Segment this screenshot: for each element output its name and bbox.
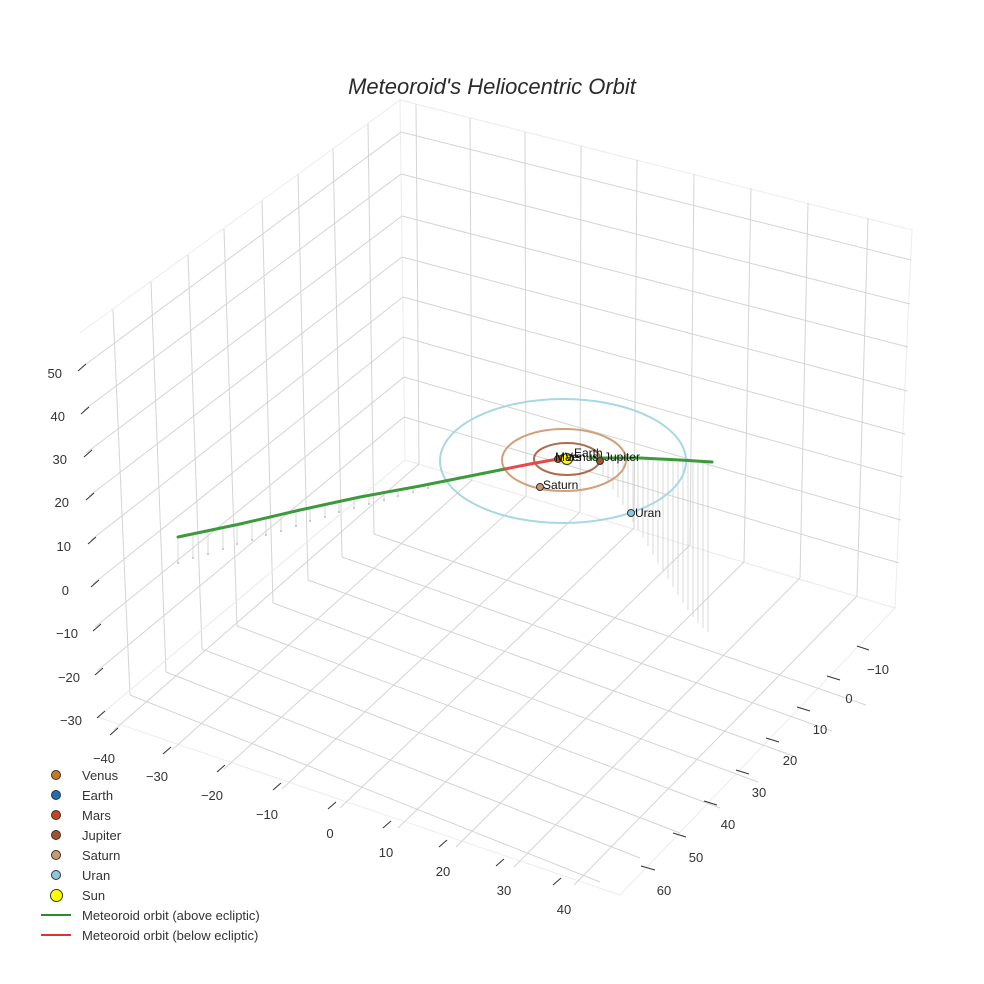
legend-item-mars[interactable]: Mars [36,805,260,825]
legend-item-uran[interactable]: Uran [36,865,260,885]
jupiter-label: Jupiter [604,450,640,464]
planet-labels: Mars Venus Earth Jupiter Saturn Uran [543,446,661,520]
legend-item-venus[interactable]: Venus [36,765,260,785]
y-tick-label: 40 [721,817,735,832]
axis-ticks [77,363,870,886]
sun-marker[interactable] [561,453,573,465]
green-line-icon [41,914,71,916]
jupiter-legend-icon [51,830,61,840]
grid-floor [97,459,896,896]
legend-label: Meteoroid orbit (below ecliptic) [82,927,259,943]
z-tick-label: 20 [55,495,69,510]
meteoroid-orbit [176,456,714,539]
x-tick-label: 10 [379,845,393,860]
mars-label: Mars [555,450,582,464]
y-tick-label: 20 [783,753,797,768]
uran-legend-icon [51,870,61,880]
legend-item-orbit-above[interactable]: Meteoroid orbit (above ecliptic) [36,905,260,925]
z-tick-label: 50 [48,366,62,381]
z-tick-label: 0 [62,583,69,598]
y-tick-label: 0 [845,691,852,706]
legend-label: Meteoroid orbit (above ecliptic) [82,907,260,923]
z-axis-labels: 50 40 30 20 10 0 −10 −20 −30 [48,366,82,728]
legend-item-orbit-below[interactable]: Meteoroid orbit (below ecliptic) [36,925,260,945]
drop-lines-left [177,481,444,563]
uran-label: Uran [635,506,661,520]
chart-title: Meteoroid's Heliocentric Orbit [348,74,636,99]
y-tick-label: 60 [657,883,671,898]
earth-label: Earth [574,446,603,460]
jupiter-marker[interactable] [596,457,604,465]
legend-label: Mars [82,807,111,823]
x-tick-label: 30 [497,883,511,898]
z-tick-label: 30 [53,452,67,467]
earth-legend-icon [51,790,61,800]
y-tick-label: 50 [689,850,703,865]
x-tick-label: −10 [256,807,278,822]
saturn-orbit [501,428,627,492]
y-tick-label: −10 [867,662,889,677]
uran-marker[interactable] [627,509,635,517]
z-tick-label: 40 [51,409,65,424]
z-tick-label: 10 [57,539,71,554]
x-tick-label: 20 [436,864,450,879]
legend-item-saturn[interactable]: Saturn [36,845,260,865]
planets [536,453,635,517]
y-tick-label: 30 [752,785,766,800]
meteoroid-orbit-above-left [176,467,507,539]
saturn-marker[interactable] [536,483,544,491]
saturn-label: Saturn [543,478,578,492]
x-axis-labels: −40 −30 −20 −10 0 10 20 30 40 [93,751,571,917]
legend-label: Sun [82,887,106,903]
meteoroid-orbit-above-right [588,456,714,464]
legend-label: Uran [82,867,111,883]
x-tick-label: −30 [146,769,168,784]
z-tick-label: −30 [60,713,82,728]
venus-label: Venus [565,450,598,464]
legend-label: Saturn [82,847,121,863]
legend-item-jupiter[interactable]: Jupiter [36,825,260,845]
z-tick-label: −10 [56,626,78,641]
legend-label: Jupiter [82,827,122,843]
y-axis-labels: −10 0 10 20 30 40 50 60 [657,662,889,898]
sun-legend-icon [49,888,63,902]
x-tick-label: −40 [93,751,115,766]
drop-lines-right [602,459,709,632]
x-tick-label: 40 [557,902,571,917]
meteoroid-orbit-below [503,457,560,471]
x-tick-label: 0 [326,826,333,841]
legend-item-earth[interactable]: Earth [36,785,260,805]
x-tick-label: −20 [201,788,223,803]
venus-legend-icon [51,770,61,780]
legend-item-sun[interactable]: Sun [36,885,260,905]
mars-legend-icon [51,810,61,820]
legend-label: Venus [82,767,119,783]
z-tick-label: −20 [58,670,80,685]
legend: Venus Earth Mars Jupiter Saturn Uran Sun… [36,765,260,945]
drop-line-dots-left [177,487,429,564]
saturn-legend-icon [51,850,61,860]
y-tick-label: 10 [813,722,827,737]
legend-label: Earth [82,787,114,803]
red-line-icon [41,934,71,936]
